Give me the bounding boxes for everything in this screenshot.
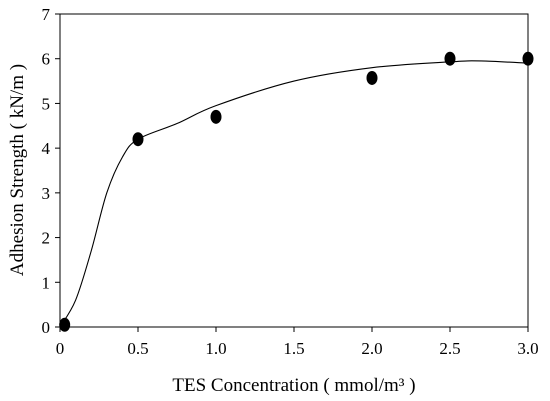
data-point [132, 132, 144, 147]
y-axis: 0 1 2 3 4 5 6 7 [42, 5, 60, 337]
data-point [210, 109, 222, 124]
x-tick-label: 0 [56, 339, 65, 358]
y-tick-label: 2 [42, 229, 51, 248]
x-tick-label: 3.0 [517, 339, 538, 358]
x-tick-label: 2.5 [439, 339, 460, 358]
x-tick-label: 1.0 [205, 339, 226, 358]
y-axis-title: Adhesion Strength ( kN/m ) [7, 64, 28, 276]
x-tick-label: 1.5 [283, 339, 304, 358]
data-point [366, 70, 378, 85]
data-points [59, 51, 534, 332]
y-tick-label: 4 [42, 139, 51, 158]
x-tick-label: 0.5 [127, 339, 148, 358]
fit-curve-line [59, 60, 529, 328]
y-tick-label: 3 [42, 184, 51, 203]
x-axis: 0 0.5 1.0 1.5 2.0 2.5 3.0 [56, 327, 539, 358]
y-tick-label: 0 [42, 318, 51, 337]
data-point [59, 317, 71, 332]
y-tick-label: 5 [42, 94, 51, 113]
x-tick-label: 2.0 [361, 339, 382, 358]
y-tick-label: 7 [42, 5, 51, 24]
data-point [522, 51, 534, 66]
x-axis-title: TES Concentration ( mmol/m³ ) [172, 375, 415, 396]
y-tick-label: 1 [42, 273, 51, 292]
y-tick-label: 6 [42, 50, 51, 69]
data-point [444, 51, 456, 66]
